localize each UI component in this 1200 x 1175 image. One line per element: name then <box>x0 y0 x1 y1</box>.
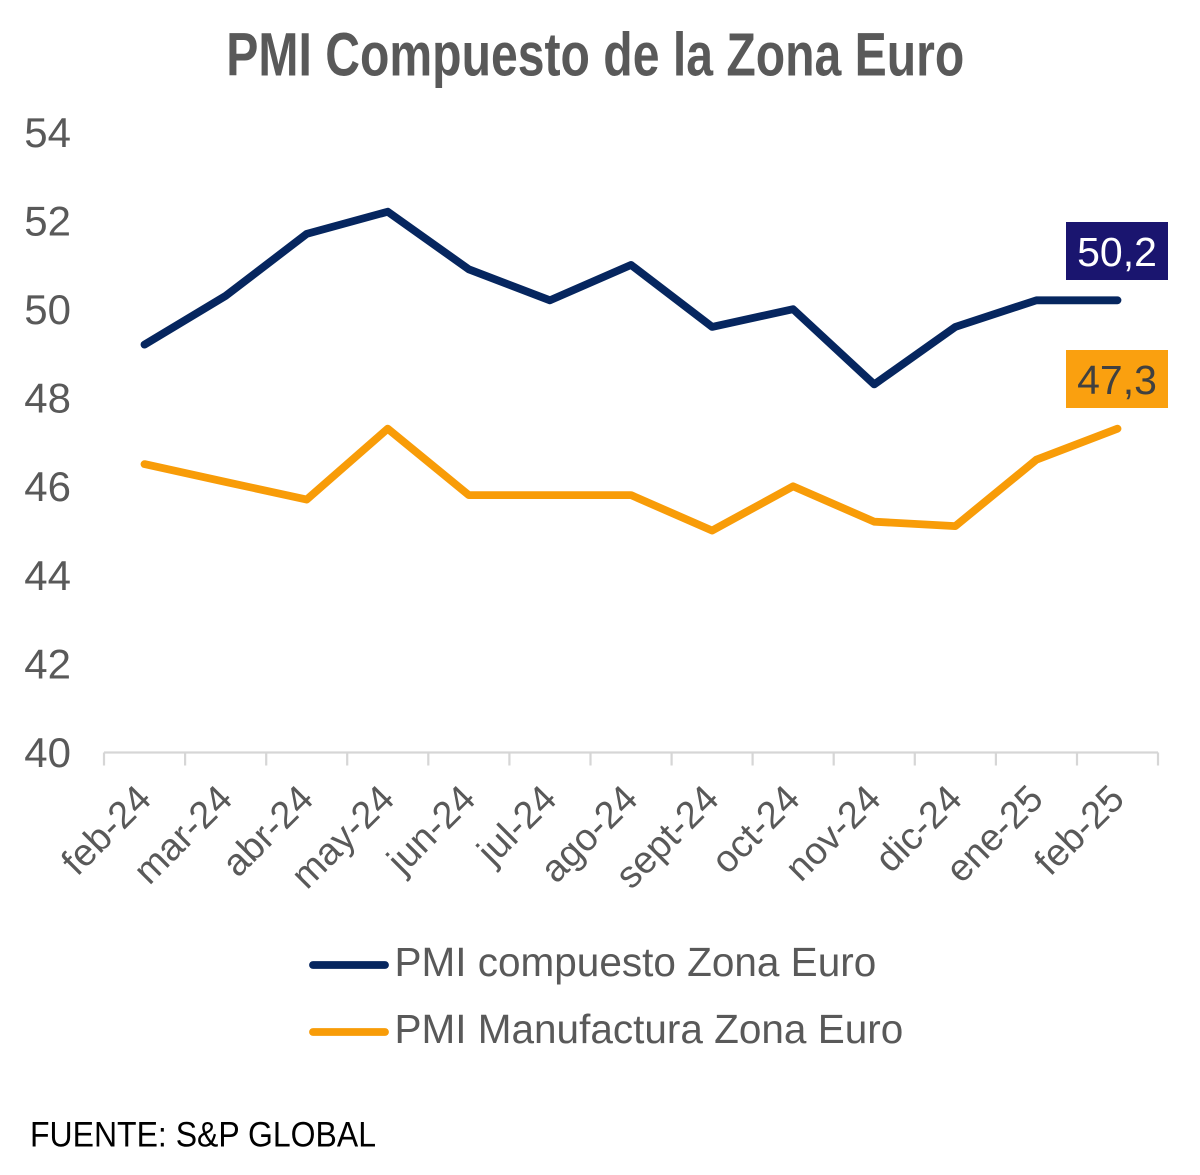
svg-text:44: 44 <box>24 552 71 599</box>
svg-text:PMI Compuesto de la Zona Euro: PMI Compuesto de la Zona Euro <box>226 21 964 89</box>
svg-text:50: 50 <box>24 286 71 333</box>
svg-text:PMI Manufactura Zona Euro: PMI Manufactura Zona Euro <box>395 1006 904 1052</box>
svg-text:46: 46 <box>24 463 71 510</box>
svg-text:50,2: 50,2 <box>1077 229 1157 275</box>
svg-text:42: 42 <box>24 640 71 687</box>
svg-text:PMI compuesto Zona Euro: PMI compuesto Zona Euro <box>395 939 877 985</box>
svg-text:FUENTE: S&P GLOBAL: FUENTE: S&P GLOBAL <box>30 1115 376 1154</box>
svg-text:jun-24: jun-24 <box>379 778 484 883</box>
svg-text:40: 40 <box>24 729 71 776</box>
svg-text:48: 48 <box>24 375 71 422</box>
svg-text:52: 52 <box>24 198 71 245</box>
svg-text:feb-25: feb-25 <box>1027 778 1133 884</box>
svg-text:47,3: 47,3 <box>1077 357 1157 403</box>
svg-text:54: 54 <box>24 109 71 156</box>
